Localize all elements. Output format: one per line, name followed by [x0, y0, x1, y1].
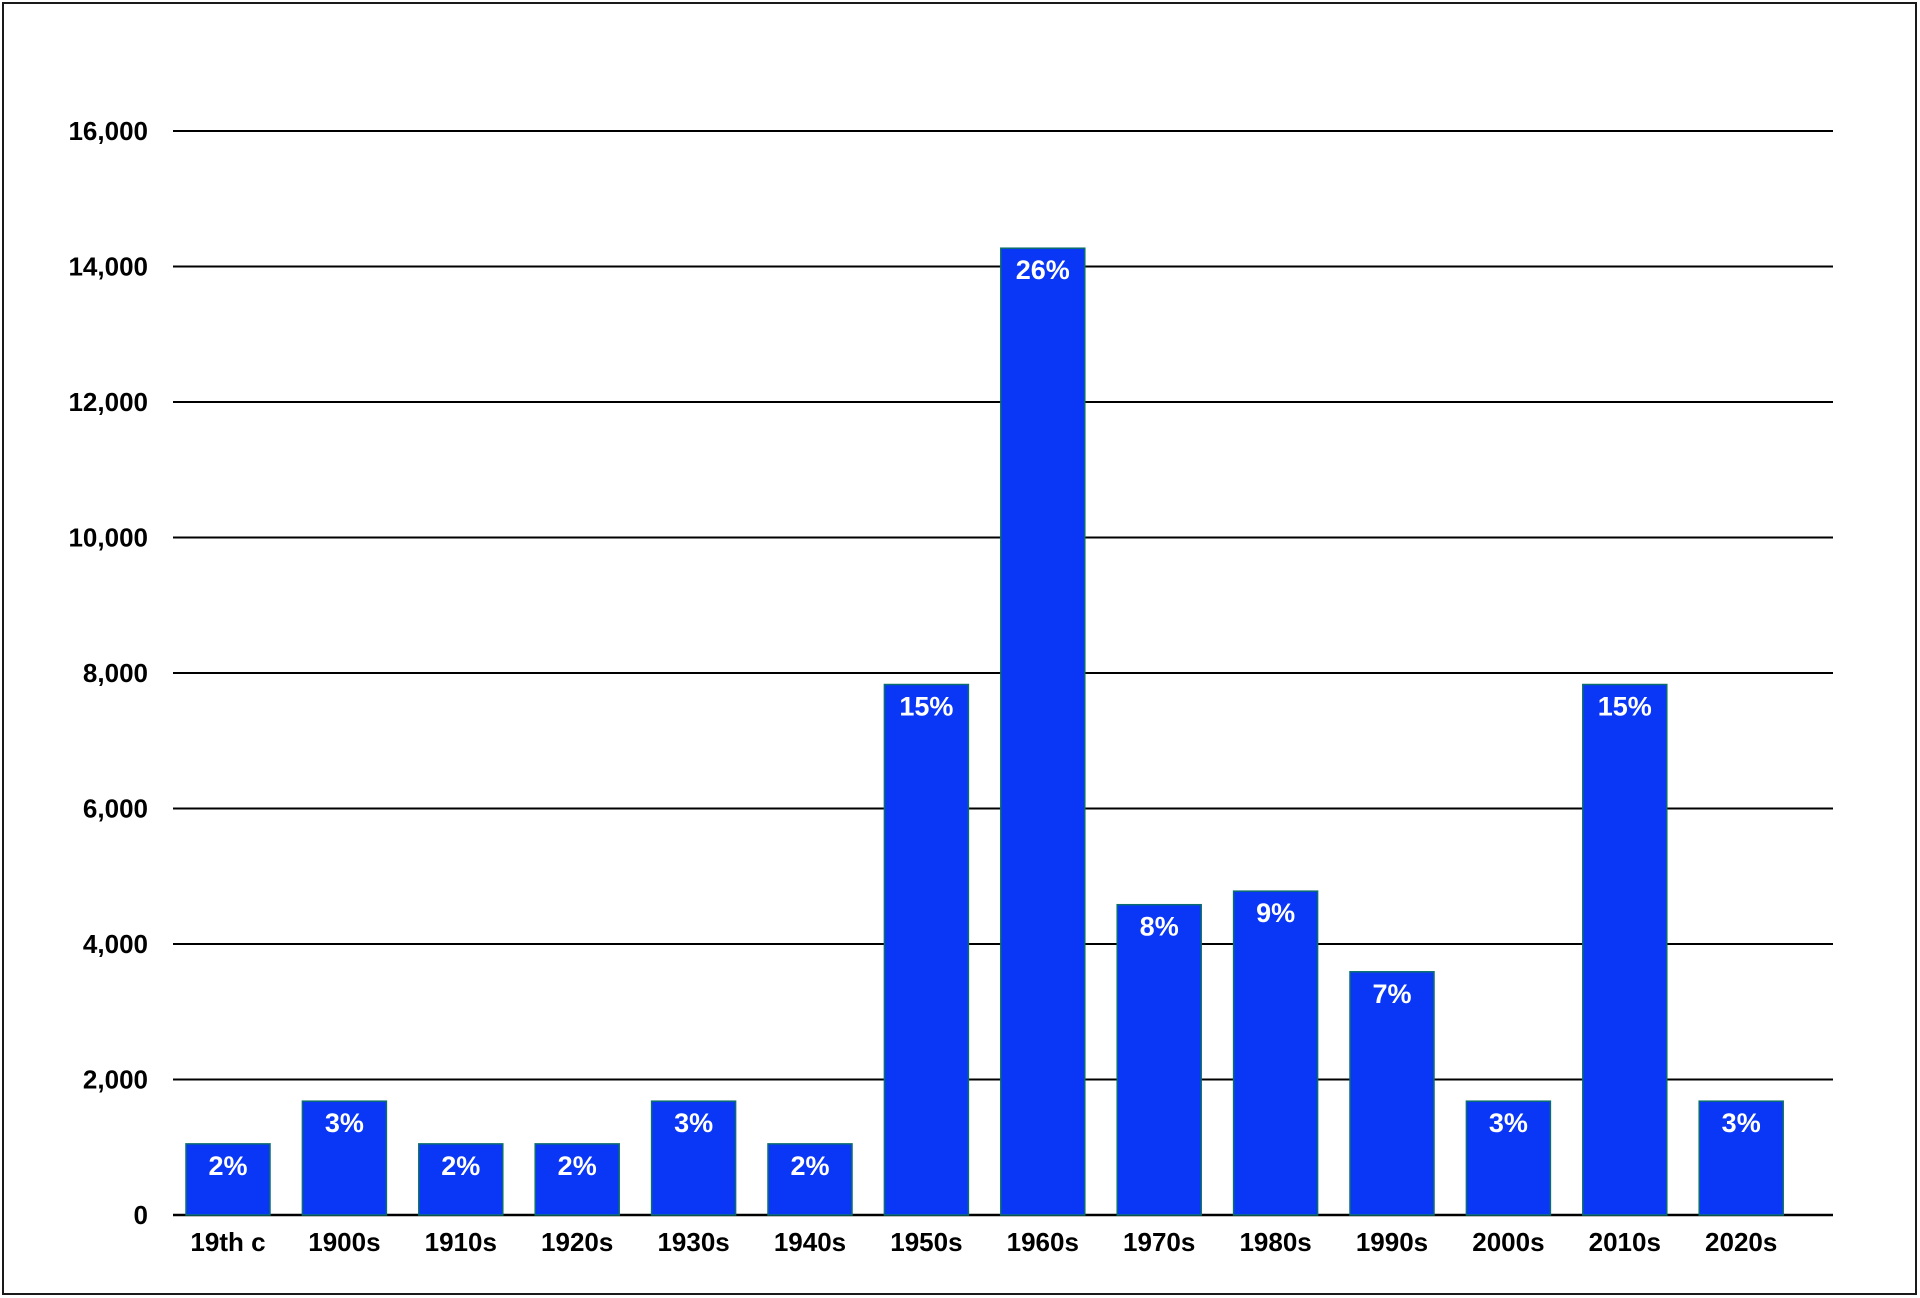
bar-2000s: [1465, 1100, 1552, 1216]
x-tick-label: 1990s: [1356, 1227, 1428, 1257]
x-tick-label: 1930s: [657, 1227, 729, 1257]
bar-1910s: [418, 1143, 504, 1216]
bar-2020s: [1698, 1100, 1784, 1216]
x-tick-label: 2010s: [1589, 1227, 1661, 1257]
x-tick-label: 1940s: [774, 1227, 846, 1257]
x-tick-label: 2020s: [1705, 1227, 1777, 1257]
data-label: 15%: [899, 692, 953, 722]
data-label: 3%: [1722, 1108, 1761, 1138]
y-tick-label: 2,000: [83, 1065, 148, 1095]
bars: [185, 247, 1784, 1216]
y-axis-tick-labels: 0 2,000 4,000 6,000 8,000 10,000 12,000 14,000 1…: [68, 116, 148, 1230]
x-axis-tick-labels: 19th c 1900s 1910s 1920s 1930s 1940s 1950s 1960…: [190, 1227, 1777, 1257]
y-tick-label: 14,000: [68, 252, 148, 282]
bar-1930s: [650, 1100, 737, 1216]
x-tick-label: 19th c: [190, 1227, 265, 1257]
data-label: 15%: [1598, 692, 1652, 722]
x-tick-label: 1960s: [1007, 1227, 1079, 1257]
y-tick-label: 8,000: [83, 658, 148, 688]
y-tick-label: 16,000: [68, 116, 148, 146]
y-tick-label: 0: [134, 1200, 148, 1230]
x-tick-label: 1950s: [890, 1227, 962, 1257]
data-labels: 2% 3% 2% 2% 3% 2% 15% 26% 8% 9% 7% 3% 15% 3%: [208, 255, 1760, 1181]
x-tick-label: 1900s: [308, 1227, 380, 1257]
y-tick-label: 10,000: [68, 523, 148, 553]
data-label: 2%: [558, 1151, 597, 1181]
data-label: 3%: [674, 1108, 713, 1138]
bar-1920s: [534, 1143, 620, 1216]
data-label: 7%: [1372, 979, 1411, 1009]
bar-1970s: [1116, 903, 1202, 1216]
x-tick-label: 1980s: [1239, 1227, 1311, 1257]
data-label: 26%: [1016, 255, 1070, 285]
bar-1980s: [1232, 890, 1319, 1216]
data-label: 9%: [1256, 898, 1295, 928]
data-label: 8%: [1140, 912, 1179, 942]
bar-1960s: [1000, 247, 1086, 1216]
bar-1990s: [1349, 971, 1435, 1216]
y-tick-label: 4,000: [83, 929, 148, 959]
x-tick-label: 1910s: [425, 1227, 497, 1257]
bar-2010s: [1582, 683, 1668, 1216]
y-tick-label: 12,000: [68, 387, 148, 417]
data-label: 2%: [208, 1151, 247, 1181]
bar-1900s: [301, 1100, 388, 1216]
data-label: 2%: [790, 1151, 829, 1181]
x-tick-label: 1970s: [1123, 1227, 1195, 1257]
x-tick-label: 2000s: [1472, 1227, 1544, 1257]
x-tick-label: 1920s: [541, 1227, 613, 1257]
bar-19th-c: [185, 1143, 271, 1216]
bar-1950s: [883, 683, 970, 1216]
bar-1940s: [767, 1143, 853, 1216]
data-label: 3%: [325, 1108, 364, 1138]
data-label: 3%: [1489, 1108, 1528, 1138]
data-label: 2%: [441, 1151, 480, 1181]
y-tick-label: 6,000: [83, 794, 148, 824]
